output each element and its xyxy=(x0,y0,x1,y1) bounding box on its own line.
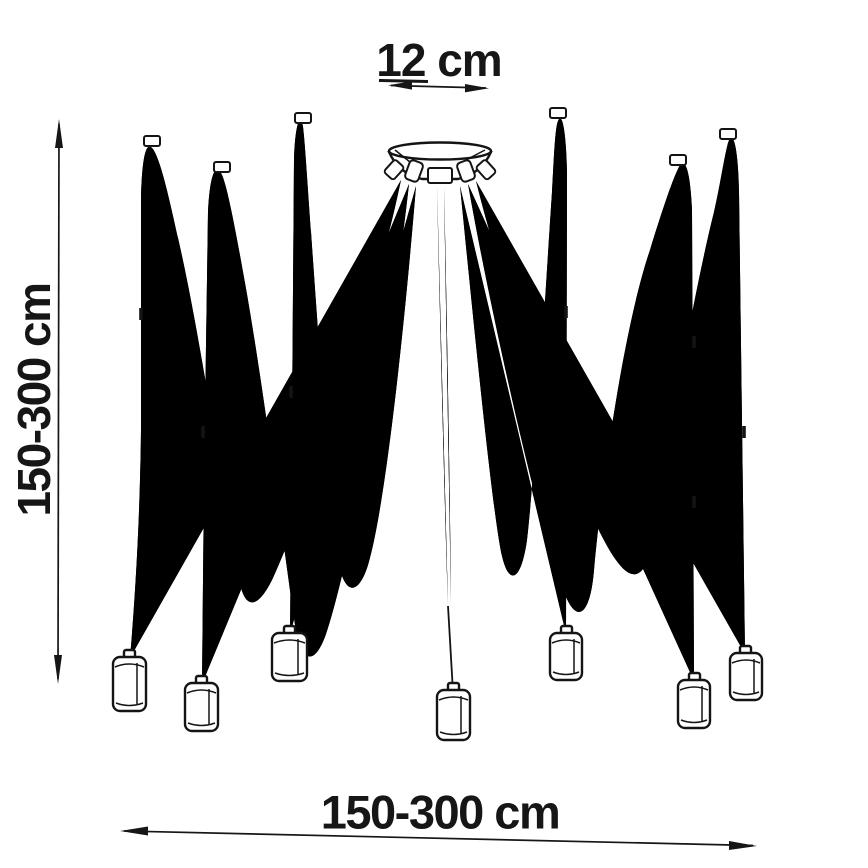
width-dimension-label: 150-300 cm xyxy=(320,785,561,839)
canopy-width-label: 12 cm xyxy=(376,34,502,86)
bulb-socket xyxy=(676,671,712,730)
canopy-width-arrow xyxy=(378,79,489,93)
spread-width-arrow xyxy=(120,826,757,850)
bulb-socket xyxy=(270,624,309,683)
bulb-socket xyxy=(435,681,472,742)
bulb-socket xyxy=(183,674,220,733)
bulb-socket xyxy=(111,648,148,713)
height-dimension-label: 150-300 cm xyxy=(8,283,60,517)
cable-sleeves xyxy=(139,306,746,508)
ceiling-hooks xyxy=(143,107,737,173)
ceiling-hook xyxy=(294,112,312,124)
ceiling-canopy xyxy=(383,141,497,184)
pendant-cables-inner xyxy=(130,118,745,684)
ceiling-hook xyxy=(549,107,567,119)
bulb-sockets xyxy=(111,624,764,742)
height-dimension-arrow xyxy=(54,119,63,684)
ceiling-hook xyxy=(669,154,687,166)
ceiling-hook xyxy=(719,128,737,140)
bulb-socket xyxy=(548,624,584,682)
ceiling-hook xyxy=(143,135,161,147)
ceiling-hook xyxy=(213,161,231,173)
bulb-socket xyxy=(728,644,764,702)
center-cable-wire xyxy=(447,605,454,693)
